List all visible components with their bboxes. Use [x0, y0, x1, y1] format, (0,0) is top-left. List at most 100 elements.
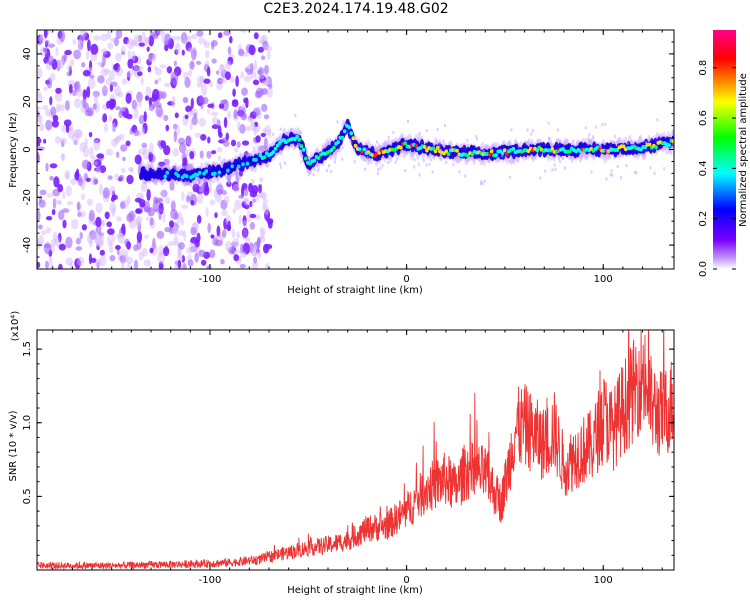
noise-blob — [160, 190, 167, 197]
noise-blob — [229, 76, 235, 83]
noise-blob — [215, 192, 223, 203]
noise-blob — [155, 105, 163, 117]
speck — [558, 160, 561, 164]
noise-blob — [141, 142, 148, 149]
ridge-peak — [414, 143, 418, 148]
noise-blob — [146, 188, 151, 201]
noise-blob — [144, 234, 149, 240]
noise-blob — [49, 163, 58, 169]
noise-blob — [65, 123, 70, 134]
ridge-peak — [271, 150, 276, 155]
speck — [609, 173, 612, 177]
noise-blob — [109, 185, 116, 196]
speck — [656, 118, 659, 122]
ridge-peak — [470, 152, 475, 157]
speck — [576, 142, 579, 146]
noise-blob — [200, 134, 207, 141]
noise-blob — [53, 176, 60, 188]
speck — [557, 150, 560, 154]
speck — [501, 154, 504, 158]
noise-blob — [141, 247, 148, 257]
ridge-peak — [671, 139, 674, 144]
noise-blob — [257, 106, 261, 114]
noise-blob — [106, 221, 112, 228]
noise-blob — [122, 156, 126, 162]
noise-blob — [139, 201, 146, 208]
noise-blob — [45, 260, 49, 269]
noise-blob — [103, 68, 111, 74]
noise-blob — [86, 233, 93, 244]
speck — [635, 154, 637, 158]
noise-blob — [109, 255, 116, 262]
noise-blob — [100, 33, 108, 42]
speck — [601, 123, 604, 127]
ridge-peak — [502, 148, 507, 153]
noise-blob — [82, 69, 91, 77]
noise-blob — [97, 61, 104, 66]
noise-blob — [45, 119, 53, 131]
noise-blob — [266, 50, 271, 60]
noise-blob — [266, 87, 273, 98]
noise-blob — [251, 244, 259, 257]
noise-blob — [198, 117, 206, 127]
noise-blob — [245, 125, 251, 132]
noise-blob — [206, 108, 211, 114]
noise-blob — [188, 69, 193, 77]
speck — [613, 134, 616, 138]
ridge-peak — [431, 146, 436, 151]
noise-blob — [197, 192, 204, 204]
noise-blob — [95, 216, 102, 228]
noise-blob — [190, 97, 194, 110]
noise-blob — [73, 49, 81, 60]
noise-blob — [240, 71, 244, 79]
noise-blob — [109, 201, 117, 214]
noise-blob — [184, 114, 189, 120]
noise-blob — [137, 71, 143, 77]
noise-blob — [53, 199, 61, 204]
speck — [329, 153, 332, 157]
speck — [590, 170, 593, 174]
ridge-peak — [639, 147, 643, 152]
ridge-peak — [494, 153, 498, 158]
noise-blob — [54, 236, 61, 247]
noise-blob — [86, 86, 91, 98]
noise-blob — [211, 116, 219, 125]
noise-blob — [190, 200, 195, 206]
speck — [317, 169, 320, 173]
noise-blob — [237, 121, 241, 132]
speck — [422, 159, 425, 162]
noise-blob — [69, 59, 75, 67]
noise-blob — [80, 210, 86, 218]
noise-blob — [154, 67, 162, 76]
noise-blob — [43, 30, 48, 39]
speck — [438, 145, 441, 149]
noise-blob — [37, 261, 41, 269]
noise-blob — [121, 78, 128, 85]
noise-blob — [239, 124, 246, 134]
speck — [279, 127, 282, 131]
noise-blob — [172, 147, 179, 157]
noise-blob — [107, 42, 114, 50]
noise-blob — [173, 236, 179, 243]
noise-blob — [68, 84, 73, 94]
noise-blob — [72, 89, 77, 97]
noise-blob — [144, 36, 150, 43]
speck — [488, 158, 491, 162]
speck — [635, 171, 638, 175]
noise-blob — [243, 75, 251, 83]
speck — [436, 128, 439, 132]
noise-blob — [149, 142, 154, 155]
noise-blob — [125, 113, 133, 120]
noise-blob — [42, 104, 49, 111]
noise-blob — [197, 176, 201, 185]
speck — [295, 144, 298, 148]
speck — [508, 160, 511, 163]
noise-blob — [158, 161, 166, 167]
ridge-peak — [226, 168, 230, 173]
noise-blob — [65, 185, 72, 197]
noise-blob — [37, 67, 43, 78]
noise-blob — [165, 124, 170, 132]
noise-blob — [96, 153, 105, 159]
noise-blob — [110, 138, 118, 147]
speck — [604, 122, 607, 126]
